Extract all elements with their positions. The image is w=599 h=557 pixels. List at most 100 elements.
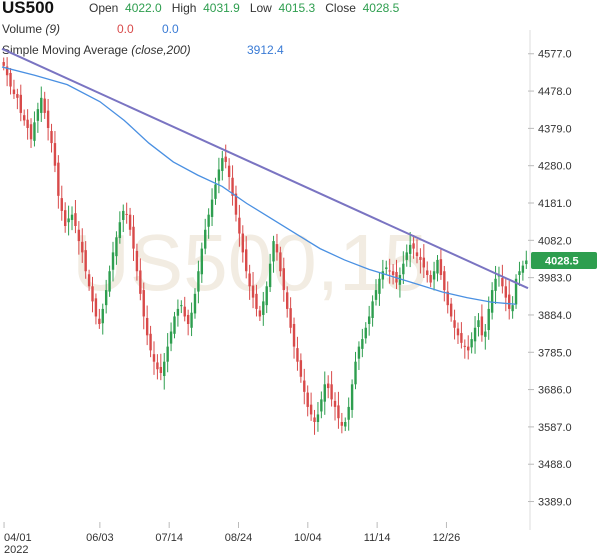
candle [354,351,357,390]
open-value: 4022.0 [125,1,162,15]
candle [214,177,217,205]
symbol: US500 [2,0,54,17]
candle [74,199,77,234]
candle [436,255,439,282]
candles [2,57,528,435]
x-tick-label: 08/24 [225,532,253,544]
candle [453,309,456,340]
candle [408,232,412,268]
candle [139,258,142,301]
candle [231,165,234,206]
candle [412,235,415,259]
candle [33,111,36,147]
candle [296,336,299,371]
x-tick-label: 04/01 [4,532,32,544]
candle [422,244,426,279]
candle [326,375,330,399]
candle [289,297,292,334]
candle [309,392,313,421]
candle [50,123,53,153]
candle [330,371,333,407]
candle [487,296,490,340]
candle [29,118,33,148]
candle [272,235,275,273]
candle [91,276,94,313]
candle [159,353,163,381]
candle [169,322,173,352]
candle [371,295,374,327]
candle [514,274,518,309]
candle [43,91,46,119]
volume-value-2: 0.0 [162,22,179,36]
y-tick-label: 3488.0 [538,459,572,471]
y-tick-label: 4577.0 [538,49,572,61]
candle [525,250,528,269]
candle [101,303,104,335]
candle [378,272,381,306]
candle [344,417,347,432]
candle [118,211,122,244]
y-tick-label: 3389.0 [538,497,572,509]
candle [405,244,408,267]
candle [333,392,337,421]
y-tick-label: 3983.0 [538,273,572,285]
volume-legend[interactable]: Volume (9) [2,22,60,36]
price-tag-box [531,251,597,269]
candle [156,354,159,380]
price-tag: 4028.5 [531,251,597,269]
trendline[interactable] [1,47,529,290]
candle [303,368,306,405]
candle [104,279,108,314]
candle [521,260,525,281]
candle [207,208,210,239]
volume-value-1: 0.0 [117,22,134,36]
candle [190,302,193,337]
candle [446,281,449,314]
candle [484,324,487,350]
candle [292,317,296,359]
x-tick-label: 11/14 [364,532,391,544]
candle [227,158,231,190]
candle [402,251,405,285]
candle [145,305,149,346]
close-label: Close [325,1,356,15]
sma-param: (close,200) [131,43,191,57]
candle [350,379,354,418]
x-tick-label: 10/04 [294,532,322,544]
sma-line [1,66,516,305]
y-tick-label: 3785.0 [538,347,572,359]
y-tick-label: 3686.0 [538,385,572,397]
candle [197,260,200,304]
y-tick-label: 3587.0 [538,422,572,434]
candle [84,241,87,279]
y-tick-label: 4280.0 [538,161,572,173]
candle [16,88,19,110]
candle [494,265,497,305]
candle [357,341,361,370]
candle [60,185,63,221]
candle [340,412,344,434]
sma-legend[interactable]: Simple Moving Average (close,200) [2,43,191,57]
candle [5,57,9,87]
candle [490,282,494,320]
candle [282,257,285,302]
candle [70,206,74,231]
close-value: 4028.5 [362,1,400,15]
candle [94,293,98,325]
candle [183,296,186,322]
x-tick-label: 06/03 [86,532,114,544]
candle [245,236,248,279]
candle [217,157,221,194]
candle [53,131,57,173]
x-tick-year: 2022 [4,544,28,556]
volume-param: (9) [45,22,61,36]
high-value: 4031.9 [203,1,240,15]
candle [323,371,326,415]
candle [262,291,265,326]
candle [180,300,183,314]
candle [248,264,251,300]
candle [12,79,16,99]
sma-value: 3912.4 [247,43,284,57]
candle [313,409,316,435]
